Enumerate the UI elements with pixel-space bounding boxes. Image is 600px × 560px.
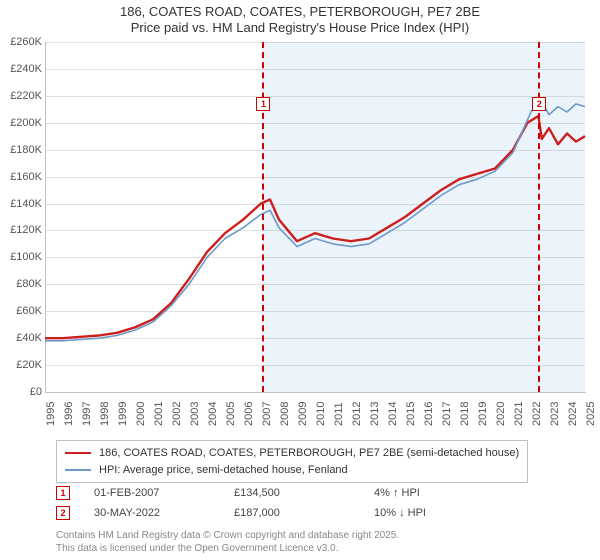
x-tick-label: 2002 [171, 402, 183, 426]
copyright: Contains HM Land Registry data © Crown c… [56, 530, 399, 555]
x-tick-label: 2017 [441, 402, 453, 426]
x-tick-label: 2025 [585, 402, 597, 426]
x-tick-label: 2007 [261, 402, 273, 426]
x-tick-label: 2010 [315, 402, 327, 426]
x-tick-label: 1998 [99, 402, 111, 426]
legend-swatch [65, 452, 91, 454]
marker-price: £134,500 [234, 487, 374, 499]
series-line-hpi [45, 99, 585, 341]
y-tick-label: £180K [2, 144, 42, 156]
legend-swatch [65, 469, 91, 471]
y-tick-label: £40K [2, 332, 42, 344]
marker-delta: 10% ↓ HPI [374, 507, 514, 519]
marker-date: 01-FEB-2007 [94, 487, 234, 499]
marker-date: 30-MAY-2022 [94, 507, 234, 519]
marker-table-row: 1 01-FEB-2007 £134,500 4% ↑ HPI [56, 486, 514, 500]
x-tick-label: 2015 [405, 402, 417, 426]
x-tick-label: 2005 [225, 402, 237, 426]
y-tick-label: £160K [2, 171, 42, 183]
y-tick-label: £200K [2, 117, 42, 129]
x-tick-label: 1999 [117, 402, 129, 426]
marker-price: £187,000 [234, 507, 374, 519]
x-tick-label: 2004 [207, 402, 219, 426]
y-tick-label: £140K [2, 198, 42, 210]
copyright-line-1: Contains HM Land Registry data © Crown c… [56, 530, 399, 541]
x-tick-label: 2023 [549, 402, 561, 426]
chart-marker-box: 1 [256, 97, 270, 111]
x-tick-label: 2012 [351, 402, 363, 426]
marker-table: 1 01-FEB-2007 £134,500 4% ↑ HPI 2 30-MAY… [56, 486, 514, 526]
y-tick-label: £260K [2, 36, 42, 48]
chart-lines [45, 42, 585, 392]
copyright-line-2: This data is licensed under the Open Gov… [56, 543, 338, 554]
marker-box-icon: 1 [56, 486, 70, 500]
x-tick-label: 2011 [333, 402, 345, 426]
x-tick-label: 2019 [477, 402, 489, 426]
x-tick-label: 2022 [531, 402, 543, 426]
title-line-1: 186, COATES ROAD, COATES, PETERBOROUGH, … [120, 4, 480, 19]
x-tick-label: 2024 [567, 402, 579, 426]
y-tick-label: £60K [2, 305, 42, 317]
legend-label: 186, COATES ROAD, COATES, PETERBOROUGH, … [99, 445, 519, 462]
title-line-2: Price paid vs. HM Land Registry's House … [131, 20, 469, 35]
x-tick-label: 2001 [153, 402, 165, 426]
marker-box-icon: 2 [56, 506, 70, 520]
marker-table-row: 2 30-MAY-2022 £187,000 10% ↓ HPI [56, 506, 514, 520]
x-tick-label: 2013 [369, 402, 381, 426]
chart-marker-box: 2 [532, 97, 546, 111]
x-tick-label: 2014 [387, 402, 399, 426]
legend-row: 186, COATES ROAD, COATES, PETERBOROUGH, … [65, 445, 519, 462]
x-tick-label: 1995 [45, 402, 57, 426]
x-tick-label: 2009 [297, 402, 309, 426]
legend-label: HPI: Average price, semi-detached house,… [99, 462, 348, 479]
x-tick-label: 2008 [279, 402, 291, 426]
marker-delta: 4% ↑ HPI [374, 487, 514, 499]
y-tick-label: £100K [2, 251, 42, 263]
chart-title: 186, COATES ROAD, COATES, PETERBOROUGH, … [0, 0, 600, 37]
y-tick-label: £120K [2, 224, 42, 236]
legend-row: HPI: Average price, semi-detached house,… [65, 462, 519, 479]
x-tick-label: 1996 [63, 402, 75, 426]
x-tick-label: 2021 [513, 402, 525, 426]
x-tick-label: 2000 [135, 402, 147, 426]
x-tick-label: 2006 [243, 402, 255, 426]
y-tick-label: £80K [2, 278, 42, 290]
x-tick-label: 2016 [423, 402, 435, 426]
x-tick-label: 2020 [495, 402, 507, 426]
y-tick-label: £220K [2, 90, 42, 102]
x-tick-label: 2003 [189, 402, 201, 426]
series-line-price_paid [45, 116, 585, 338]
y-tick-label: £240K [2, 63, 42, 75]
legend: 186, COATES ROAD, COATES, PETERBOROUGH, … [56, 440, 528, 483]
x-tick-label: 2018 [459, 402, 471, 426]
x-tick-label: 1997 [81, 402, 93, 426]
y-tick-label: £0 [2, 386, 42, 398]
y-tick-label: £20K [2, 359, 42, 371]
